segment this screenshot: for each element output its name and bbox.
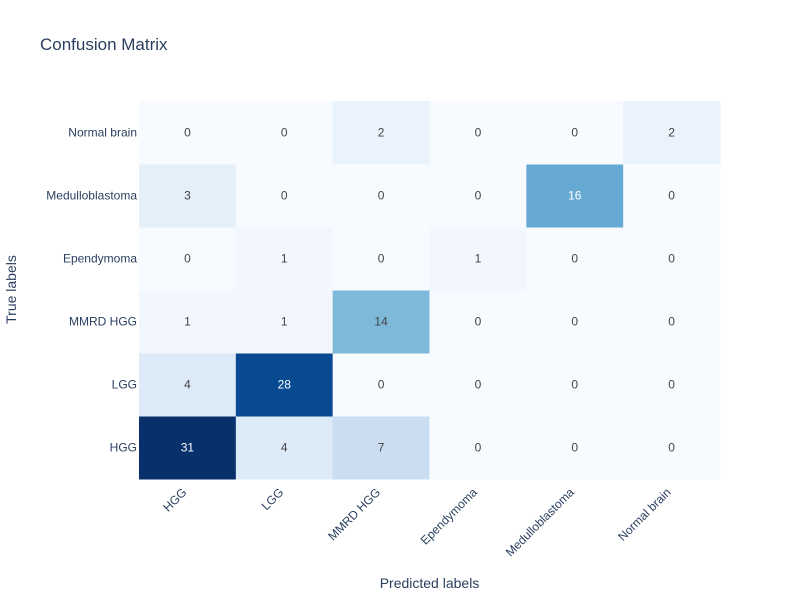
heatmap-cell-mmrd-hgg-mmrd-hgg <box>332 290 430 354</box>
cell-value-label: 0 <box>378 378 385 392</box>
heatmap-cell-mmrd-hgg-normal-brain <box>623 290 721 354</box>
cell-value-label: 0 <box>668 441 675 455</box>
heatmap-cell-medulloblastoma-hgg <box>139 164 237 228</box>
heatmap-cell-lgg-normal-brain <box>623 353 721 417</box>
y-tick-label: Ependymoma <box>63 252 137 266</box>
heatmap-cell-hgg-lgg <box>235 416 334 480</box>
cell-value-label: 0 <box>475 378 482 392</box>
heatmap-cell-hgg-ependymoma <box>429 416 527 480</box>
heatmap-cell-hgg-hgg <box>139 416 237 480</box>
heatmap-cell-ependymoma-lgg <box>235 227 334 291</box>
y-tick-label: Normal brain <box>68 126 137 140</box>
y-axis-ticks: HGG LGG MMRD HGG Ependymoma Medulloblastoma N… <box>46 126 137 455</box>
heatmap-cell-mmrd-hgg-medulloblastoma <box>526 290 624 354</box>
heatmap-cell-normal-brain-lgg <box>235 101 334 165</box>
heatmap-cell-ependymoma-medulloblastoma <box>526 227 624 291</box>
y-tick-label: LGG <box>112 378 137 392</box>
cell-value-label: 0 <box>475 189 482 203</box>
cell-value-label: 0 <box>475 126 482 140</box>
cell-value-label: 14 <box>374 315 388 329</box>
cell-value-label: 1 <box>281 315 288 329</box>
cell-value-label: 0 <box>184 126 191 140</box>
cell-value-label: 7 <box>378 441 385 455</box>
cell-value-label: 0 <box>475 315 482 329</box>
y-tick-label: HGG <box>110 441 137 455</box>
y-tick-label: MMRD HGG <box>69 315 137 329</box>
heatmap-cell-normal-brain-ependymoma <box>429 101 527 165</box>
cell-value-label: 1 <box>475 252 482 266</box>
chart-title: Confusion Matrix <box>40 35 168 54</box>
heatmap-cell-labels: 31 4 7 0 0 0 4 28 0 0 0 0 1 1 14 0 0 0 0 1 0 1 0 0 3 0 0 0 16 0 0 0 2 0 0 2 <box>181 126 675 455</box>
heatmap-cell-normal-brain-mmrd-hgg <box>332 101 430 165</box>
heatmap-cell-hgg-mmrd-hgg <box>332 416 430 480</box>
heatmap-cell-ependymoma-normal-brain <box>623 227 721 291</box>
heatmap-cell-lgg-lgg <box>235 353 334 417</box>
heatmap-cell-ependymoma-hgg <box>139 227 237 291</box>
cell-value-label: 0 <box>571 441 578 455</box>
heatmap-cell-medulloblastoma-lgg <box>235 164 334 228</box>
cell-value-label: 0 <box>378 189 385 203</box>
cell-value-label: 0 <box>571 315 578 329</box>
cell-value-label: 0 <box>475 441 482 455</box>
y-tick-label: Medulloblastoma <box>46 189 137 203</box>
cell-value-label: 1 <box>184 315 191 329</box>
cell-value-label: 0 <box>571 378 578 392</box>
cell-value-label: 28 <box>278 378 292 392</box>
heatmap-cells <box>139 101 721 480</box>
cell-value-label: 0 <box>668 378 675 392</box>
heatmap-cell-ependymoma-mmrd-hgg <box>332 227 430 291</box>
heatmap-cell-hgg-medulloblastoma <box>526 416 624 480</box>
heatmap-cell-normal-brain-hgg <box>139 101 237 165</box>
heatmap-cell-normal-brain-normal-brain <box>623 101 721 165</box>
heatmap-cell-ependymoma-ependymoma <box>429 227 527 291</box>
cell-value-label: 0 <box>668 189 675 203</box>
cell-value-label: 3 <box>184 189 191 203</box>
cell-value-label: 16 <box>568 189 582 203</box>
cell-value-label: 2 <box>378 126 385 140</box>
heatmap-cell-lgg-medulloblastoma <box>526 353 624 417</box>
cell-value-label: 0 <box>281 189 288 203</box>
heatmap-cell-lgg-hgg <box>139 353 237 417</box>
heatmap-cell-medulloblastoma-normal-brain <box>623 164 721 228</box>
heatmap-cell-medulloblastoma-medulloblastoma <box>526 164 624 228</box>
heatmap-cell-medulloblastoma-mmrd-hgg <box>332 164 430 228</box>
y-axis-title: True labels <box>3 255 19 324</box>
cell-value-label: 0 <box>571 126 578 140</box>
cell-value-label: 2 <box>668 126 675 140</box>
heatmap-cell-mmrd-hgg-lgg <box>235 290 334 354</box>
heatmap-cell-normal-brain-medulloblastoma <box>526 101 624 165</box>
heatmap-cell-lgg-ependymoma <box>429 353 527 417</box>
cell-value-label: 0 <box>668 315 675 329</box>
cell-value-label: 1 <box>281 252 288 266</box>
heatmap-cell-medulloblastoma-ependymoma <box>429 164 527 228</box>
x-axis-title: Predicted labels <box>380 575 480 591</box>
cell-value-label: 0 <box>378 252 385 266</box>
cell-value-label: 0 <box>668 252 675 266</box>
heatmap-cell-mmrd-hgg-ependymoma <box>429 290 527 354</box>
heatmap-cell-mmrd-hgg-hgg <box>139 290 237 354</box>
cell-value-label: 0 <box>281 126 288 140</box>
heatmap-cell-lgg-mmrd-hgg <box>332 353 430 417</box>
heatmap-cell-hgg-normal-brain <box>623 416 721 480</box>
cell-value-label: 4 <box>184 378 191 392</box>
cell-value-label: 4 <box>281 441 288 455</box>
cell-value-label: 0 <box>184 252 191 266</box>
cell-value-label: 31 <box>181 441 195 455</box>
cell-value-label: 0 <box>571 252 578 266</box>
